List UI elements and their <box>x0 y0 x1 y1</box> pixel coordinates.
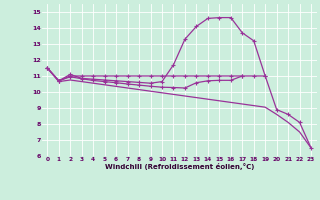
X-axis label: Windchill (Refroidissement éolien,°C): Windchill (Refroidissement éolien,°C) <box>105 163 254 170</box>
